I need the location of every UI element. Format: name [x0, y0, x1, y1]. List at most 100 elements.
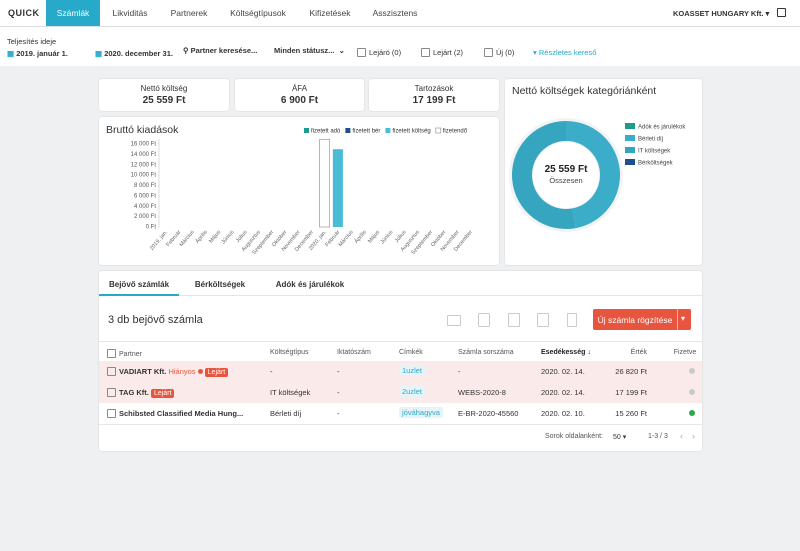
donut-slice: [512, 121, 576, 229]
amount: 26 820 Ft: [615, 367, 647, 376]
y-tick-label: 8 000 Ft: [134, 183, 156, 189]
partner-cell: TAG Kft. Lejárt: [107, 388, 175, 398]
column-header[interactable]: Fizetve: [673, 349, 697, 356]
checkbox-label: Új (0): [496, 48, 515, 57]
column-header[interactable]: Címkék: [399, 349, 423, 356]
toolbar-icon[interactable]: [508, 313, 520, 327]
cost-type: IT költségek: [270, 388, 311, 397]
content-tab[interactable]: Bejövő számlák: [99, 280, 179, 296]
cost-type: Bérleti díj: [270, 409, 302, 418]
date-to[interactable]: ▦ 2020. december 31.: [95, 49, 173, 58]
date-from[interactable]: ▦ 2019. január 1.: [7, 49, 68, 58]
legend-label: Adók és járulékok: [638, 125, 686, 131]
nav-tab[interactable]: Kifizetések: [309, 8, 351, 18]
checkbox[interactable]: Lejárt (2): [421, 48, 463, 57]
invoice-number: E-BR-2020-45560: [458, 409, 519, 418]
column-header[interactable]: Esedékesség ↓: [541, 349, 591, 356]
x-tick-label: Június: [380, 229, 395, 245]
column-header-text: Esedékesség: [541, 349, 586, 356]
checkbox[interactable]: Partner: [107, 349, 142, 358]
company-name: KOASSET HUNGARY Kft.: [673, 9, 764, 18]
button-label: Új számla rögzítése: [597, 315, 673, 325]
top-bar: [0, 0, 800, 27]
filter-bar: [0, 27, 800, 66]
y-tick-label: 6 000 Ft: [134, 193, 156, 199]
new-invoice-button[interactable]: [593, 309, 691, 330]
toolbar-icon[interactable]: [478, 313, 490, 327]
column-header[interactable]: Költségtípus: [270, 349, 309, 356]
next-page[interactable]: ›: [692, 431, 695, 441]
donut-center-value: 25 559 Ft: [545, 164, 588, 175]
donut-chart: Nettó költségek kategóriánként 25 559 Ft…: [509, 85, 686, 232]
content-tab[interactable]: Adók és járulékok: [275, 280, 345, 289]
rows-per-page[interactable]: 50 ▾: [613, 434, 627, 441]
advanced-search[interactable]: ▾ Részletes kereső: [533, 48, 597, 57]
checkbox[interactable]: [107, 388, 116, 397]
prev-page[interactable]: ‹: [680, 431, 683, 441]
checkbox-label: Lejárt (2): [433, 48, 464, 57]
tag[interactable]: jóváhagyva: [399, 407, 443, 418]
x-tick-label: Április: [194, 229, 209, 245]
tag[interactable]: 2uzlet: [399, 386, 426, 397]
y-tick-label: 10 000 Ft: [131, 173, 157, 179]
column-header[interactable]: Érték: [630, 349, 647, 356]
bar: [332, 149, 343, 227]
content-tab[interactable]: Bérköltségek: [194, 280, 246, 289]
stat-card: [235, 79, 364, 111]
toolbar-icon[interactable]: [537, 313, 549, 327]
checkbox-label: Lejáró (0): [369, 48, 402, 57]
y-tick-label: 2 000 Ft: [134, 214, 156, 220]
legend-label: Bérleti díj: [638, 137, 663, 143]
logout-icon[interactable]: [777, 8, 786, 17]
nav-tab[interactable]: Asszisztens: [372, 8, 418, 18]
date-label: Teljesítés ideje: [7, 37, 57, 46]
invoice-number: -: [458, 367, 461, 376]
flag-icon: [197, 369, 203, 374]
nav-tab[interactable]: Likviditás: [112, 8, 148, 18]
company-menu[interactable]: KOASSET HUNGARY Kft. ▾: [673, 9, 770, 18]
nav-tab[interactable]: Költségtípusok: [230, 8, 286, 18]
toolbar-icon[interactable]: [447, 315, 461, 326]
partner-search[interactable]: ⚲ Partner keresése...: [183, 46, 258, 55]
donut-card: Nettó költségek kategóriánként 25 559 Ft…: [505, 79, 702, 265]
column-header[interactable]: Számla sorszáma: [458, 349, 514, 356]
logo[interactable]: QUICK: [8, 8, 40, 18]
paid-indicator: [689, 368, 695, 374]
chart-title: Nettó költségek kategóriánként: [512, 85, 656, 97]
legend-label: Bérköltségek: [638, 161, 674, 167]
toolbar-icon[interactable]: [567, 313, 577, 327]
legend-swatch: [625, 135, 635, 141]
x-tick-label: 2019. jan.: [149, 229, 169, 252]
legend-label: fizetendő: [443, 129, 468, 135]
y-tick-label: 16 000 Ft: [131, 142, 157, 148]
partner-name: Schibsted Classified Media Hung...: [119, 409, 244, 418]
button-dropdown[interactable]: ▾: [681, 314, 686, 323]
status-select[interactable]: Minden státusz... ⌄: [274, 46, 345, 55]
column-header: Partner: [119, 351, 142, 358]
nav-tab[interactable]: Partnerek: [170, 8, 208, 18]
x-tick-label: Március: [179, 229, 196, 248]
legend-label: fizetett bér: [352, 129, 380, 135]
nav-tab[interactable]: Számlák: [46, 0, 100, 26]
checkbox[interactable]: [107, 409, 116, 418]
checkbox[interactable]: Lejáró (0): [357, 48, 401, 57]
column-header[interactable]: Iktatószám: [337, 349, 371, 356]
checkbox[interactable]: Új (0): [484, 48, 514, 57]
legend-label: fizetett adó: [311, 129, 341, 135]
table-divider: [99, 341, 702, 342]
invoice-number: WEBS-2020-8: [458, 388, 506, 397]
stat-label: Nettó költség: [140, 84, 188, 93]
x-tick-label: Június: [221, 229, 236, 245]
stat-label: Tartozások: [414, 84, 454, 93]
legend-swatch: [625, 123, 635, 129]
advanced-text: Részletes kereső: [538, 48, 597, 57]
tag[interactable]: 1uzlet: [399, 365, 426, 376]
tab-strip: [99, 271, 702, 296]
legend-swatch: [304, 128, 309, 133]
status-text: Minden státusz...: [274, 46, 335, 55]
checkbox[interactable]: [107, 367, 116, 376]
y-tick-label: 4 000 Ft: [134, 204, 156, 210]
paid-indicator: [689, 410, 695, 416]
y-tick-label: 0 Ft: [146, 225, 157, 231]
